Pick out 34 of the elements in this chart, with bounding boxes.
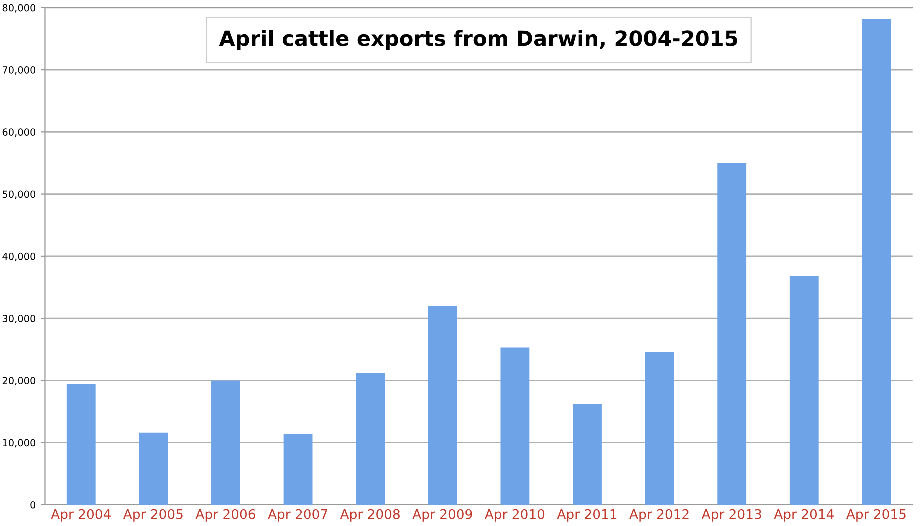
y-tick-label: 50,000 xyxy=(2,190,36,200)
bar xyxy=(428,306,458,505)
y-tick-label: 40,000 xyxy=(2,252,36,262)
y-tick-label: 0 xyxy=(30,501,36,509)
y-tick-label: 80,000 xyxy=(2,4,36,13)
y-tick-label: 10,000 xyxy=(3,439,36,448)
text: April cattle exports from Darwin, 2004-2015 xyxy=(219,30,738,50)
bar xyxy=(139,432,168,505)
bar xyxy=(500,348,530,505)
y-tick-label: 60,000 xyxy=(2,128,36,137)
x-tick-label: Apr 2014 xyxy=(774,509,834,522)
bar xyxy=(645,352,674,505)
bar xyxy=(862,19,892,505)
y-tick-label: 30,000 xyxy=(2,315,36,324)
x-tick-label: Apr 2006 xyxy=(196,509,256,522)
y-tick-label: 70,000 xyxy=(2,66,36,75)
x-tick-label: Apr 2015 xyxy=(846,509,906,522)
bar xyxy=(66,384,96,505)
bar xyxy=(790,276,819,505)
bar xyxy=(718,163,747,505)
x-tick-label: Apr 2010 xyxy=(484,509,545,522)
x-tick-label: Apr 2008 xyxy=(340,509,400,522)
x-tick-label: Apr 2005 xyxy=(123,509,183,522)
x-tick-label: Apr 2012 xyxy=(630,509,689,522)
x-tick-label: Apr 2004 xyxy=(51,509,111,522)
y-tick-label: 20,000 xyxy=(2,377,36,386)
bar xyxy=(573,404,602,505)
bar xyxy=(356,373,386,505)
x-tick-label: Apr 2013 xyxy=(702,509,762,522)
bar xyxy=(212,380,240,505)
bar xyxy=(284,434,313,505)
x-tick-label: Apr 2009 xyxy=(412,509,472,522)
x-tick-label: Apr 2007 xyxy=(268,509,328,522)
x-tick-label: Apr 2011 xyxy=(557,509,617,522)
